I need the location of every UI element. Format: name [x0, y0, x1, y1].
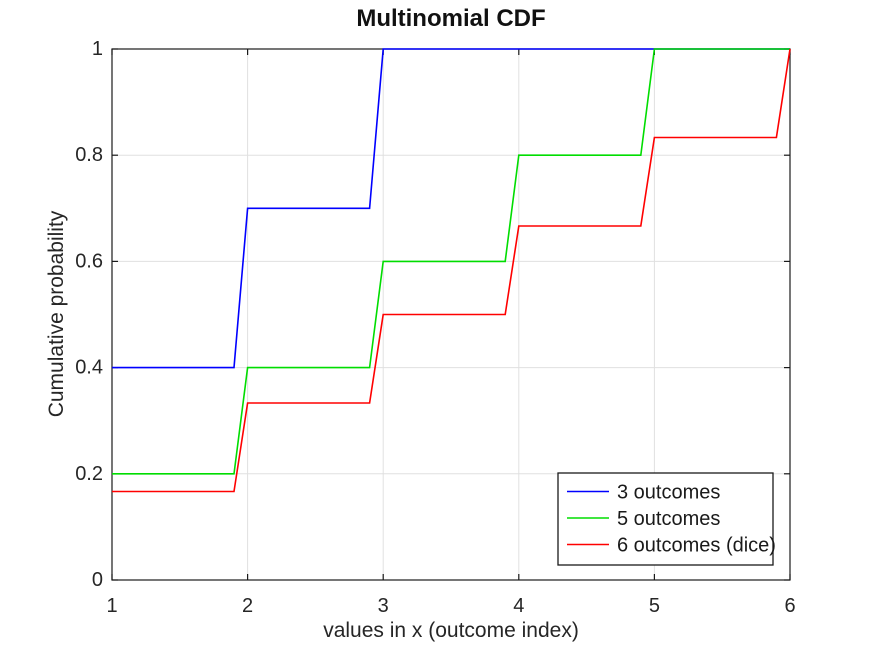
tick-marks	[111, 48, 791, 581]
x-tick-label: 2	[242, 595, 253, 617]
legend-entry-label: 6 outcomes (dice)	[617, 535, 776, 557]
series-line-5-outcomes	[112, 48, 790, 475]
legend-entry-label: 5 outcomes	[617, 508, 720, 530]
series-line-6-outcomes-dice-	[112, 48, 791, 493]
legend-entry-label: 3 outcomes	[617, 482, 720, 504]
x-tick-label: 3	[378, 595, 389, 617]
y-axis-label: Cumulative probability	[45, 210, 68, 417]
legend: 3 outcomes 5 outcomes 6 outcomes (dice)	[557, 472, 776, 566]
y-tick-label: 0.8	[75, 144, 103, 166]
y-tick-label: 0	[92, 569, 103, 591]
y-tick-label: 1	[92, 38, 103, 60]
chart-title: Multinomial CDF	[356, 5, 545, 32]
x-tick-label: 5	[649, 595, 660, 617]
y-tick-label: 0.2	[75, 463, 103, 485]
x-tick-label: 6	[784, 595, 795, 617]
series-line-3-outcomes	[112, 48, 790, 369]
x-tick-label: 1	[106, 595, 117, 617]
x-axis-label: values in x (outcome index)	[323, 619, 579, 642]
tick-labels: 1 2 3 4 5 6 0 0.2 0.4 0.6 0.8 1	[75, 38, 795, 617]
series-lines	[112, 48, 791, 493]
legend-box	[557, 472, 774, 566]
y-tick-label: 0.4	[75, 357, 103, 379]
x-tick-label: 4	[513, 595, 524, 617]
y-tick-label: 0.6	[75, 250, 103, 272]
